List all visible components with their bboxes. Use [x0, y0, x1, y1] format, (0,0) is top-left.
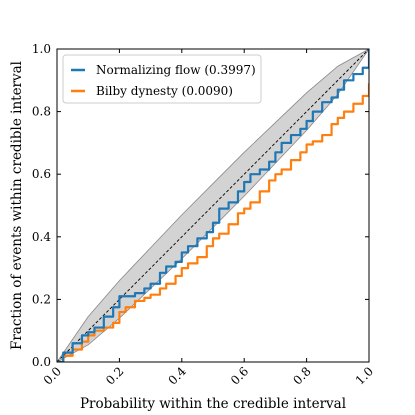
diagonal-layer	[57, 49, 369, 362]
y-tick-label: 0.8	[32, 105, 51, 119]
diagonal-reference-line	[57, 49, 369, 362]
series-layer	[57, 49, 369, 362]
y-axis-label: Fraction of events within credible inter…	[9, 61, 25, 350]
legend: Normalizing flow (0.3997) Bilby dynesty …	[62, 54, 262, 104]
y-tick-label: 0.0	[32, 355, 51, 369]
y-tick-label: 0.4	[32, 230, 51, 244]
plot-frame	[56, 48, 370, 363]
legend-label-normalizing-flow: Normalizing flow (0.3997)	[96, 63, 256, 77]
series-line-bilby-dynesty	[57, 83, 369, 362]
legend-box	[62, 54, 262, 104]
x-axis-label: Probability within the credible interval	[80, 396, 346, 412]
y-tick-label: 0.6	[32, 167, 51, 181]
legend-label-bilby-dynesty: Bilby dynesty (0.0090)	[96, 84, 233, 98]
y-tick-label: 1.0	[32, 42, 51, 56]
series-line-normalizing-flow	[57, 49, 369, 362]
y-tick-label: 0.2	[32, 292, 51, 306]
